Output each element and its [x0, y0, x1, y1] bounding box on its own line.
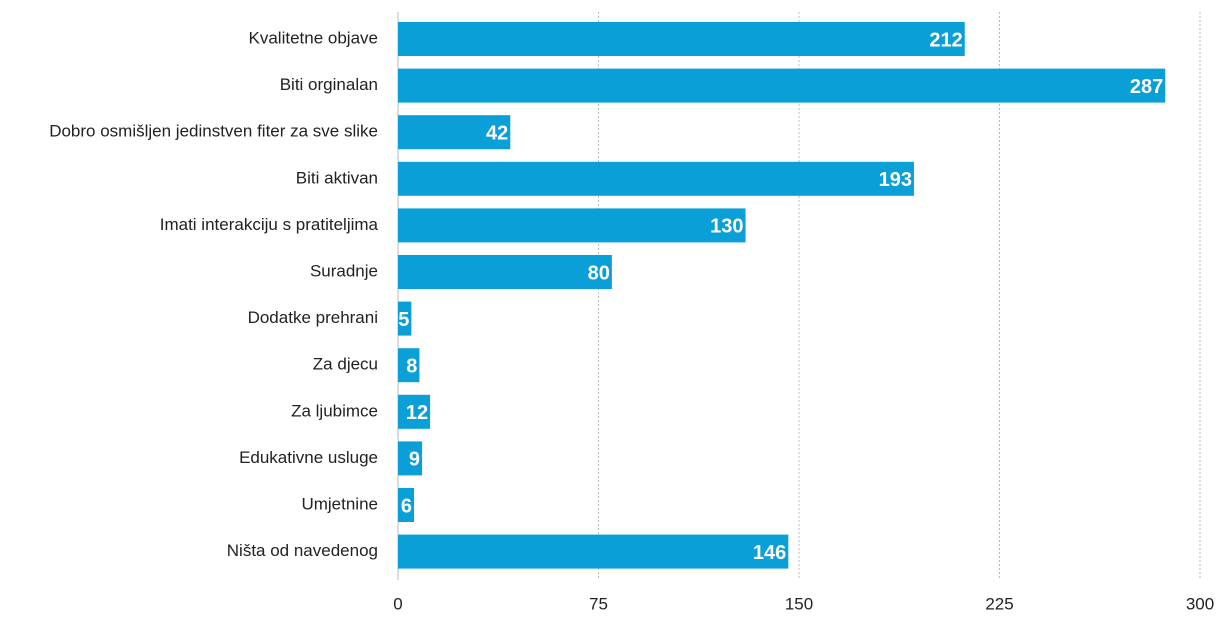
bar: [398, 348, 420, 383]
bar: [398, 208, 746, 243]
bar: [398, 161, 914, 196]
data-label: 5: [398, 309, 409, 331]
y-tick-label: Kvalitetne objave: [249, 28, 378, 47]
data-label: 42: [486, 122, 508, 144]
x-tick-label: 225: [985, 594, 1013, 613]
bar: [398, 68, 1166, 103]
x-tick-label: 300: [1186, 594, 1214, 613]
x-tick-label: 0: [393, 594, 402, 613]
data-label: 193: [879, 169, 912, 191]
y-tick-label: Biti orginalan: [280, 75, 378, 94]
data-label: 212: [929, 29, 962, 51]
bar: [398, 394, 431, 429]
bar: [398, 22, 965, 56]
bar: [398, 534, 789, 569]
x-tick-label: 75: [589, 594, 608, 613]
bar: [398, 441, 423, 476]
bar: [398, 488, 415, 522]
bar: [398, 115, 511, 150]
y-tick-label: Dodatke prehrani: [248, 308, 378, 327]
data-label: 80: [588, 262, 610, 284]
data-label: 130: [710, 216, 743, 238]
y-tick-label: Za djecu: [313, 355, 378, 374]
y-tick-label: Umjetnine: [301, 494, 378, 513]
y-tick-label: Suradnje: [310, 261, 378, 280]
y-tick-label: Imati interakciju s pratiteljima: [160, 215, 379, 234]
bar: [398, 301, 412, 336]
data-label: 8: [406, 355, 417, 377]
y-tick-label: Edukativne usluge: [239, 448, 378, 467]
y-tick-label: Dobro osmišljen jedinstven fiter za sve …: [49, 122, 378, 141]
data-label: 287: [1130, 76, 1163, 98]
data-label: 6: [401, 495, 412, 517]
y-tick-label: Ništa od navedenog: [227, 541, 378, 560]
data-label: 12: [406, 402, 428, 424]
bar: [398, 255, 612, 289]
y-tick-label: Biti aktivan: [296, 168, 378, 187]
data-label: 9: [409, 449, 420, 471]
y-tick-label: Za ljubimce: [291, 401, 378, 420]
x-tick-label: 150: [785, 594, 813, 613]
data-label: 146: [753, 542, 786, 564]
